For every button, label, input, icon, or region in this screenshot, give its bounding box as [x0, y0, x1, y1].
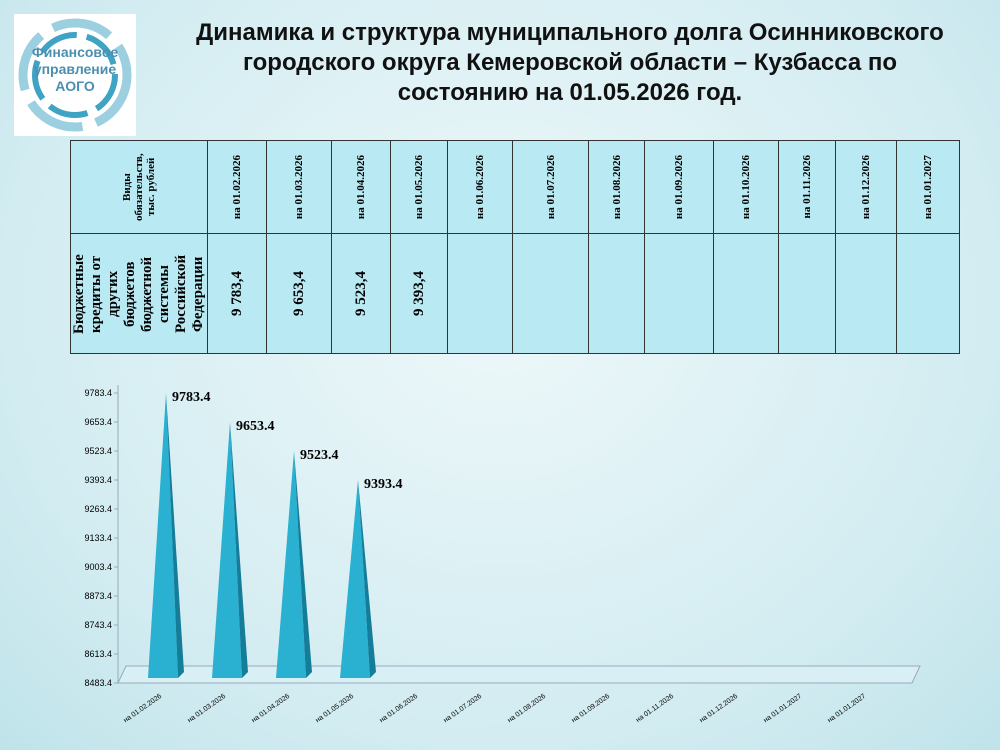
table-cell: 9 653,4 — [266, 233, 332, 354]
bar-side — [166, 393, 184, 678]
bar — [148, 393, 178, 678]
x-tick-label: на 01.11.2026 — [635, 693, 675, 724]
y-tick-label: 9393.4 — [84, 475, 112, 485]
table-cell: на 01.11.2026 — [778, 140, 836, 234]
bar-side — [358, 480, 376, 678]
table-cell — [512, 233, 589, 354]
table: Виды обязательств, тыс. рублей на 01.02.2… — [70, 140, 960, 354]
y-tick-label: 9523.4 — [84, 446, 112, 456]
title: Динамика и структура муниципального долг… — [196, 19, 944, 106]
table-cell — [447, 233, 513, 354]
x-tick-label: на 01.01.2027 — [826, 693, 867, 724]
table-cell: на 01.04.2026 — [331, 140, 391, 234]
x-tick-label: на 01.01.2027 — [762, 693, 803, 724]
table-cell — [644, 233, 714, 354]
floor — [117, 665, 921, 684]
table-cell: на 01.02.2026 — [207, 140, 267, 234]
x-tick-label: на 01.03.2026 — [186, 693, 227, 724]
table-cell: на 01.10.2026 — [713, 140, 779, 234]
logo-line: Финансовое — [31, 44, 119, 60]
y-tick-label: 9653.4 — [84, 417, 112, 427]
x-tick-label: на 01.08.2026 — [506, 693, 547, 724]
logo-rings — [18, 18, 132, 132]
data-label: 9393.4 — [364, 477, 403, 492]
logo-line: управление — [33, 61, 117, 77]
y-tick-label: 9003.4 — [84, 562, 112, 572]
bar-side — [230, 422, 248, 678]
y-tick-label: 9783.4 — [84, 388, 112, 398]
table-cell: на 01.03.2026 — [266, 140, 332, 234]
table-cell: на 01.01.2027 — [896, 140, 960, 234]
data-label: 9783.4 — [172, 390, 211, 405]
x-tick-label: на 01.02.2026 — [122, 693, 163, 724]
data-label: 9523.4 — [300, 448, 339, 463]
table-cell: 9 523,4 — [331, 233, 391, 354]
table-cell: на 01.09.2026 — [644, 140, 714, 234]
x-tick-label: на 01.07.2026 — [442, 693, 483, 724]
table-cell — [778, 233, 836, 354]
table-cell — [835, 233, 897, 354]
y-tick-label: 8613.4 — [84, 649, 112, 659]
logo: Финансовое управление АОГО — [14, 14, 136, 136]
table-cell: Бюджетные кредиты от других бюджетов бюд… — [70, 233, 208, 354]
bar-side — [294, 451, 312, 678]
data-label: 9653.4 — [236, 419, 275, 434]
y-tick-label: 9133.4 — [84, 533, 112, 543]
bar — [212, 422, 242, 678]
y-tick-label: 9263.4 — [84, 504, 112, 514]
x-tick-label: на 01.09.2026 — [570, 693, 611, 724]
table-cell: 9 393,4 — [390, 233, 448, 354]
x-tick-label: на 01.04.2026 — [250, 693, 291, 724]
x-tick-label: на 01.12.2026 — [698, 693, 739, 724]
y-tick-label: 8873.4 — [84, 591, 112, 601]
x-tick-label: на 01.06.2026 — [378, 693, 419, 724]
table-cell — [588, 233, 645, 354]
table-cell: Виды обязательств, тыс. рублей — [70, 140, 208, 234]
table-cell: 9 783,4 — [207, 233, 267, 354]
x-tick-label: на 01.05.2026 — [314, 693, 355, 724]
y-tick-label: 8743.4 — [84, 620, 112, 630]
bar — [340, 480, 370, 678]
table-cell — [896, 233, 960, 354]
table-cell — [713, 233, 779, 354]
table-cell: на 01.12.2026 — [835, 140, 897, 234]
logo-line: АОГО — [55, 78, 95, 94]
bar — [276, 451, 306, 678]
y-tick-label: 8483.4 — [84, 678, 112, 688]
